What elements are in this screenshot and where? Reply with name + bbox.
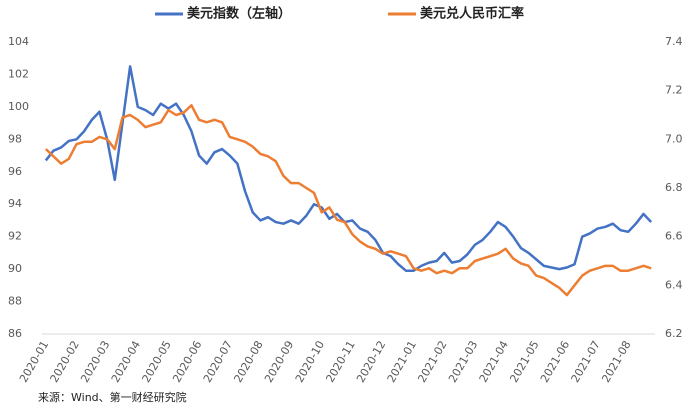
x-tick-label: 2020-01 (17, 339, 51, 385)
x-tick-label: 2020-04 (109, 339, 143, 385)
y-tick-label: 88 (8, 295, 22, 308)
legend-label: 美元兑人民币汇率 (420, 6, 524, 22)
x-tick-label: 2021-02 (415, 339, 449, 385)
y-tick-label: 94 (8, 197, 22, 210)
y-tick-label: 98 (8, 132, 22, 145)
x-tick-label: 2020-12 (354, 339, 388, 385)
x-tick-label: 2020-11 (323, 339, 357, 385)
y2-tick-label: 6.8 (665, 181, 683, 194)
y-tick-label: 96 (8, 165, 22, 178)
x-tick-label: 2020-07 (201, 339, 235, 385)
x-tick-label: 2020-06 (170, 339, 204, 385)
x-tick-label: 2021-06 (538, 339, 572, 385)
series-line (44, 65, 653, 272)
x-tick-label: 2021-04 (477, 339, 511, 385)
y2-tick-label: 7.0 (665, 132, 683, 145)
x-tick-label: 2021-03 (446, 338, 480, 384)
y-tick-label: 104 (8, 35, 29, 48)
source-note: 来源：Wind、第一财经研究院 (38, 390, 187, 404)
y2-tick-label: 6.4 (665, 278, 683, 291)
x-tick-label: 2020-10 (293, 339, 327, 385)
y-tick-label: 92 (8, 230, 22, 243)
x-tick-label: 2020-08 (232, 339, 266, 385)
y-tick-label: 90 (8, 262, 22, 275)
y-tick-label: 100 (8, 100, 29, 113)
y2-tick-label: 7.2 (665, 84, 683, 97)
x-tick-label: 2020-05 (140, 339, 174, 385)
legend-label: 美元指数（左轴） (187, 6, 291, 22)
y2-tick-label: 6.2 (665, 327, 683, 340)
x-tick-label: 2020-03 (78, 339, 112, 385)
y-tick-label: 102 (8, 67, 29, 80)
series-line (44, 104, 652, 297)
x-tick-label: 2021-08 (599, 339, 633, 385)
x-tick-label: 2021-01 (385, 339, 419, 385)
x-tick-label: 2020-09 (262, 339, 296, 385)
y2-tick-label: 7.4 (665, 35, 683, 48)
x-tick-label: 2021-05 (507, 339, 541, 385)
x-tick-label: 2021-07 (569, 339, 603, 385)
y2-tick-label: 6.6 (665, 230, 683, 243)
x-tick-label: 2020-02 (48, 339, 82, 385)
y-tick-label: 86 (8, 327, 22, 340)
